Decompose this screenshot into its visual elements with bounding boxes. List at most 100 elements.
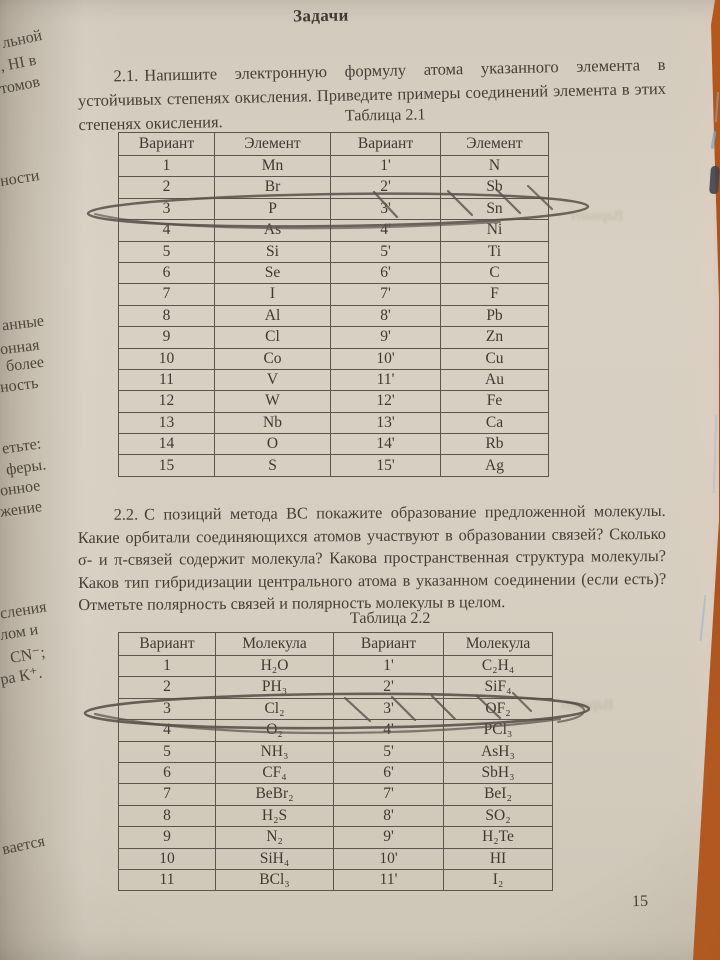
table-cell: Al <box>214 304 331 328</box>
table-cell: 13 <box>118 411 215 435</box>
margin-text-fragment: ности <box>0 167 41 191</box>
table-cell: N₂ <box>215 826 334 849</box>
table-cell: BCl₃ <box>215 868 334 892</box>
table-cell: C <box>440 261 549 285</box>
table-cell: 15 <box>118 454 215 477</box>
column-header: Вариант <box>333 632 444 656</box>
table-cell: CF₄ <box>215 761 334 785</box>
table-cell: 3 <box>118 197 215 221</box>
table-cell: H₂S <box>215 804 334 828</box>
table-row: 2 Br 2' Sb <box>118 176 549 199</box>
table-cell: SbH₃ <box>443 761 553 785</box>
table-row: 2 PH₃ 2' SiF₄ <box>118 676 553 699</box>
table-cell: 5' <box>333 740 444 763</box>
table-cell: 9' <box>330 326 441 349</box>
table-cell: 11 <box>118 868 216 892</box>
table-row: 1 Mn 1' N <box>118 154 549 178</box>
table-cell: 6 <box>118 261 215 285</box>
table-cell: Cl₂ <box>215 697 334 721</box>
table-row: 5 NH₃ 5' AsH₃ <box>118 740 553 763</box>
table-cell: 3' <box>333 697 444 721</box>
table-cell: 2 <box>118 676 216 699</box>
table-2-1: Вариант Элемент Вариант Элемент 1 Mn 1' N 2 Br 2' S… <box>118 132 549 477</box>
table-cell: 8' <box>330 304 441 328</box>
table-row: 7 BeBr₂ 7' BeI₂ <box>118 783 553 806</box>
table-cell: Si <box>214 240 331 263</box>
table-cell: Cu <box>440 347 549 370</box>
bleedthrough-ghost-2: Вариант <box>560 697 614 713</box>
table-cell: F <box>440 283 549 306</box>
table-cell: 7' <box>330 283 441 306</box>
table-cell: H₂O <box>215 654 334 678</box>
table-cell: 2' <box>333 676 444 699</box>
table-cell: 8' <box>333 804 444 828</box>
table-cell: 15' <box>330 454 441 477</box>
table-cell: 2' <box>330 176 441 199</box>
table-row: 11 V 11' Au <box>118 368 549 392</box>
margin-text-fragment: льной <box>0 26 44 53</box>
table-cell: 4' <box>330 219 441 242</box>
table-cell: Sb <box>440 176 549 199</box>
table-cell: O <box>214 433 331 456</box>
table-cell: 4 <box>118 719 216 742</box>
table-cell: C₂H₄ <box>443 654 553 678</box>
table-cell: 10' <box>330 347 441 370</box>
table-cell: 2 <box>118 176 215 199</box>
table-cell: P <box>214 197 331 221</box>
table-row: 6 Se 6' C <box>118 261 549 285</box>
margin-text-fragment: анные <box>1 312 45 335</box>
table-cell: 5' <box>330 240 441 263</box>
table-cell: 14 <box>118 433 215 456</box>
column-header: Вариант <box>118 632 216 656</box>
table-cell: PH₃ <box>215 676 334 699</box>
table-row: 1 H₂O 1' C₂H₄ <box>118 654 553 678</box>
table-cell: PCl₃ <box>443 719 553 742</box>
table-cell: W <box>214 390 331 413</box>
table-cell: Nb <box>214 411 331 435</box>
column-header: Элемент <box>214 132 331 156</box>
table-cell: O₂ <box>215 719 334 742</box>
table-row: 9 Cl 9' Zn <box>118 326 549 349</box>
table-cell: 10 <box>118 847 216 870</box>
task-2-2-text: 2.2. С позиций метода ВС покажите образов… <box>78 500 667 617</box>
table-row: 10 SiH₄ 10' HI <box>118 847 553 870</box>
table-cell: 11' <box>333 868 444 892</box>
table-row: 4 O₂ 4' PCl₃ <box>118 719 553 742</box>
table-cell: BeBr₂ <box>215 783 334 806</box>
column-header: Молекула <box>443 632 553 656</box>
table-cell: 3 <box>118 697 216 721</box>
table-cell: 3' <box>330 197 441 221</box>
table-row: 5 Si 5' Ti <box>118 240 549 263</box>
page-title: Задачи <box>292 5 349 26</box>
table-row: 6 CF₄ 6' SbH₃ <box>118 761 553 785</box>
table-cell: 8 <box>118 304 215 328</box>
table-cell: BeI₂ <box>443 783 553 806</box>
table-header-row: Вариант Молекула Вариант Молекула <box>118 632 553 656</box>
table-cell: Zn <box>440 326 549 349</box>
table-row: 7 I 7' F <box>118 283 549 306</box>
table-row: 8 H₂S 8' SO₂ <box>118 804 553 828</box>
margin-text-fragment: , HI в <box>0 51 38 76</box>
table-row: 10 Co 10' Cu <box>118 347 549 370</box>
margin-text-fragment: вается <box>0 832 47 859</box>
margin-text-fragment: етьте: <box>0 435 43 458</box>
table-cell: 14' <box>330 433 441 456</box>
table-cell: 7' <box>333 783 444 806</box>
table-cell: 1' <box>330 154 441 178</box>
table-cell: N <box>440 154 549 178</box>
table-cell: Cl <box>214 326 331 349</box>
table-cell: V <box>214 368 331 392</box>
table-row: 3 P 3' Sn <box>118 197 549 221</box>
table-cell: 5 <box>118 240 215 263</box>
table-row: 4 As 4' Ni <box>118 219 549 242</box>
table-cell: Mn <box>214 154 331 178</box>
table-cell: 8 <box>118 804 216 828</box>
margin-text-fragment: феры. <box>4 456 48 479</box>
table-cell: 7 <box>118 783 216 806</box>
table-row: 3 Cl₂ 3' OF₂ <box>118 697 553 721</box>
column-header: Вариант <box>330 132 441 156</box>
task-2-1-number: 2.1. <box>113 65 139 85</box>
margin-text-fragment: онное <box>0 477 42 500</box>
table-cell: 9 <box>118 326 215 349</box>
